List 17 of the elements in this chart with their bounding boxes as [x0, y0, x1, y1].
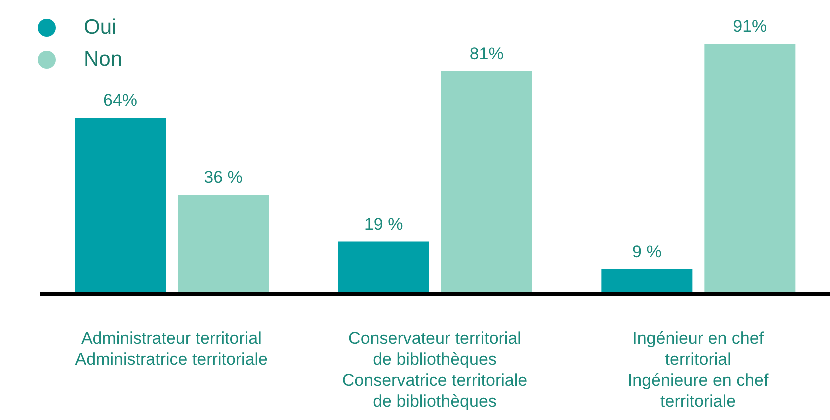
data-label: 81% — [470, 44, 504, 64]
x-tick-label: Conservateur territorial de bibliothèques Conservatrice territoriale de bibliothèques — [342, 329, 528, 411]
x-tick-label: Ingénieur en chef territorial Ingénieure en chef territoriale — [628, 329, 770, 411]
bar — [338, 242, 430, 294]
legend-label: Non — [84, 48, 123, 72]
bar — [704, 44, 796, 294]
data-label: 91% — [733, 17, 768, 36]
bar — [441, 71, 532, 294]
data-label: 36 % — [204, 168, 243, 188]
data-label: 64% — [103, 91, 138, 110]
bar — [178, 195, 269, 294]
bar — [75, 118, 166, 294]
data-label: 9 % — [632, 242, 662, 262]
x-tick-label: Administrateur territorial Administratrice territoriale — [75, 329, 268, 369]
legend-label: Oui — [84, 16, 117, 40]
data-label: 19 % — [364, 214, 404, 234]
bar — [602, 269, 693, 294]
